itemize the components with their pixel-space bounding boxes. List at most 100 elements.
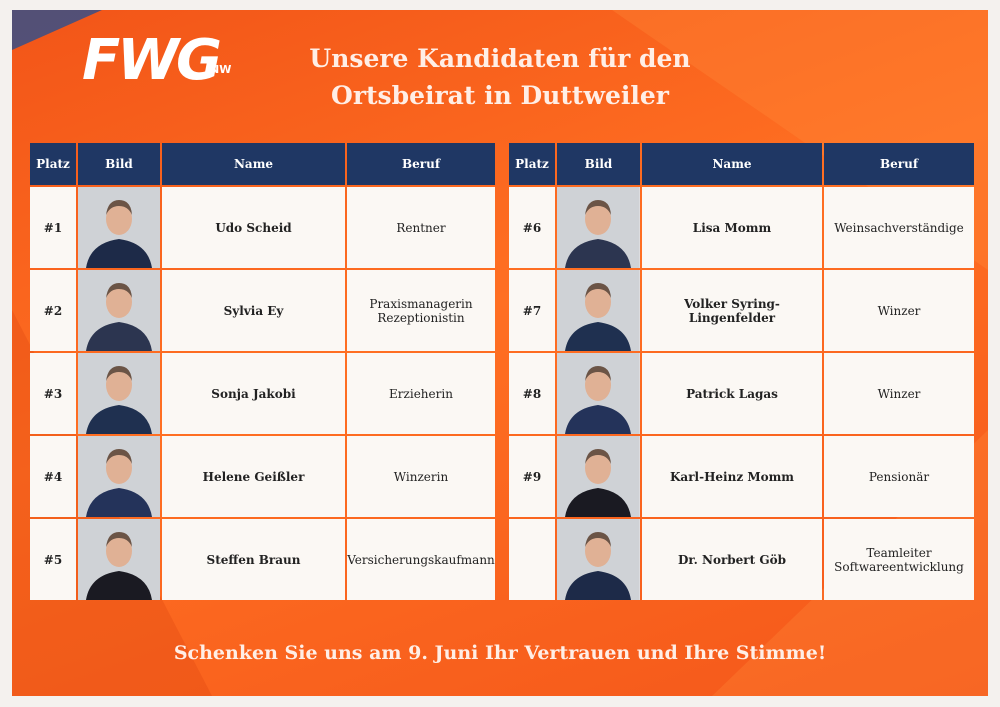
candidate-name: Sonja Jakobi: [162, 353, 345, 434]
facet: [612, 10, 988, 270]
rank: #1: [30, 187, 76, 268]
logo-badge: NW: [210, 63, 232, 76]
occupation: Winzer: [824, 353, 974, 434]
candidate-row: #2 Sylvia Ey Praxismanagerin Rezeptionist…: [30, 270, 495, 351]
occupation: Winzerin: [347, 436, 495, 517]
portrait-body: [565, 322, 631, 351]
portrait-body: [86, 239, 152, 268]
photo-cell: [78, 187, 160, 268]
rank: #5: [30, 519, 76, 600]
portrait: [78, 353, 160, 434]
title-line: Unsere Kandidaten für den: [309, 44, 691, 73]
portrait-body: [565, 405, 631, 434]
candidate-row: #8 Patrick Lagas Winzer: [509, 353, 974, 434]
candidate-row: #3 Sonja Jakobi Erzieherin: [30, 353, 495, 434]
portrait-hair: [585, 449, 611, 464]
occupation: Versicherungskaufmann: [347, 519, 495, 600]
header-row: Platz Bild Name Beruf: [30, 143, 495, 185]
portrait-head: [106, 535, 132, 567]
portrait-head: [585, 452, 611, 484]
occupation: Praxismanagerin Rezeptionistin: [347, 270, 495, 351]
photo-cell: [78, 436, 160, 517]
header-cell: Name: [642, 143, 822, 185]
header-cell: Bild: [557, 143, 640, 185]
candidate-row: #7 Volker Syring-Lingenfelder Winzer: [509, 270, 974, 351]
candidate-name: Steffen Braun: [162, 519, 345, 600]
photo-cell: [557, 353, 640, 434]
portrait-body: [565, 488, 631, 517]
portrait: [557, 270, 639, 351]
title-line: Ortsbeirat in Duttweiler: [331, 81, 669, 110]
photo-cell: [557, 270, 640, 351]
portrait-body: [86, 571, 152, 600]
rank: #8: [509, 353, 555, 434]
portrait-head: [106, 452, 132, 484]
portrait: [78, 519, 160, 600]
portrait: [557, 353, 639, 434]
portrait-hair: [585, 366, 611, 381]
portrait-head: [106, 203, 132, 235]
candidate-name: Helene Geißler: [162, 436, 345, 517]
portrait-hair: [106, 532, 132, 547]
candidate-row: #9 Karl-Heinz Momm Pensionär: [509, 436, 974, 517]
candidate-name: Karl-Heinz Momm: [642, 436, 822, 517]
portrait-hair: [106, 283, 132, 298]
portrait-hair: [106, 366, 132, 381]
rank: #2: [30, 270, 76, 351]
candidate-table: Platz Bild Name Beruf #1 Udo Scheid Rentner #2…: [28, 141, 497, 602]
portrait: [557, 519, 639, 600]
candidate-name: Lisa Momm: [642, 187, 822, 268]
portrait-head: [585, 286, 611, 318]
photo-cell: [557, 436, 640, 517]
rank: [509, 519, 555, 600]
photo-cell: [557, 519, 640, 600]
header-cell: Beruf: [824, 143, 974, 185]
portrait-head: [585, 369, 611, 401]
rank: #7: [509, 270, 555, 351]
candidate-name: Patrick Lagas: [642, 353, 822, 434]
portrait-body: [565, 239, 631, 268]
portrait: [557, 436, 639, 517]
candidate-name: Volker Syring-Lingenfelder: [642, 270, 822, 351]
candidate-row: Dr. Norbert Göb Teamleiter Softwareentwic…: [509, 519, 974, 600]
occupation: Pensionär: [824, 436, 974, 517]
portrait-hair: [585, 283, 611, 298]
rank: #6: [509, 187, 555, 268]
portrait: [78, 436, 160, 517]
header-cell: Beruf: [347, 143, 495, 185]
photo-cell: [557, 187, 640, 268]
candidate-row: #5 Steffen Braun Versicherungskaufmann: [30, 519, 495, 600]
flyer: FWG NW Unsere Kandidaten für den Ortsbei…: [12, 10, 988, 696]
occupation: Weinsachverständige: [824, 187, 974, 268]
header-cell: Name: [162, 143, 345, 185]
portrait: [557, 187, 639, 268]
portrait-hair: [585, 200, 611, 215]
portrait-body: [86, 488, 152, 517]
portrait-body: [86, 322, 152, 351]
header-cell: Platz: [509, 143, 555, 185]
portrait-hair: [585, 532, 611, 547]
photo-cell: [78, 270, 160, 351]
header-row: Platz Bild Name Beruf: [509, 143, 974, 185]
photo-cell: [78, 519, 160, 600]
footer: Schenken Sie uns am 9. Juni Ihr Vertraue…: [173, 642, 827, 664]
candidate-row: #1 Udo Scheid Rentner: [30, 187, 495, 268]
rank: #3: [30, 353, 76, 434]
occupation: Erzieherin: [347, 353, 495, 434]
candidate-name: Sylvia Ey: [162, 270, 345, 351]
photo-cell: [78, 353, 160, 434]
portrait-body: [86, 405, 152, 434]
candidate-row: #4 Helene Geißler Winzerin: [30, 436, 495, 517]
rank: #9: [509, 436, 555, 517]
portrait: [78, 270, 160, 351]
candidate-name: Udo Scheid: [162, 187, 345, 268]
portrait-head: [585, 203, 611, 235]
portrait-hair: [106, 449, 132, 464]
portrait: [78, 187, 160, 268]
header-cell: Platz: [30, 143, 76, 185]
occupation: Winzer: [824, 270, 974, 351]
logo: FWG: [82, 28, 222, 93]
candidate-name: Dr. Norbert Göb: [642, 519, 822, 600]
portrait-hair: [106, 200, 132, 215]
